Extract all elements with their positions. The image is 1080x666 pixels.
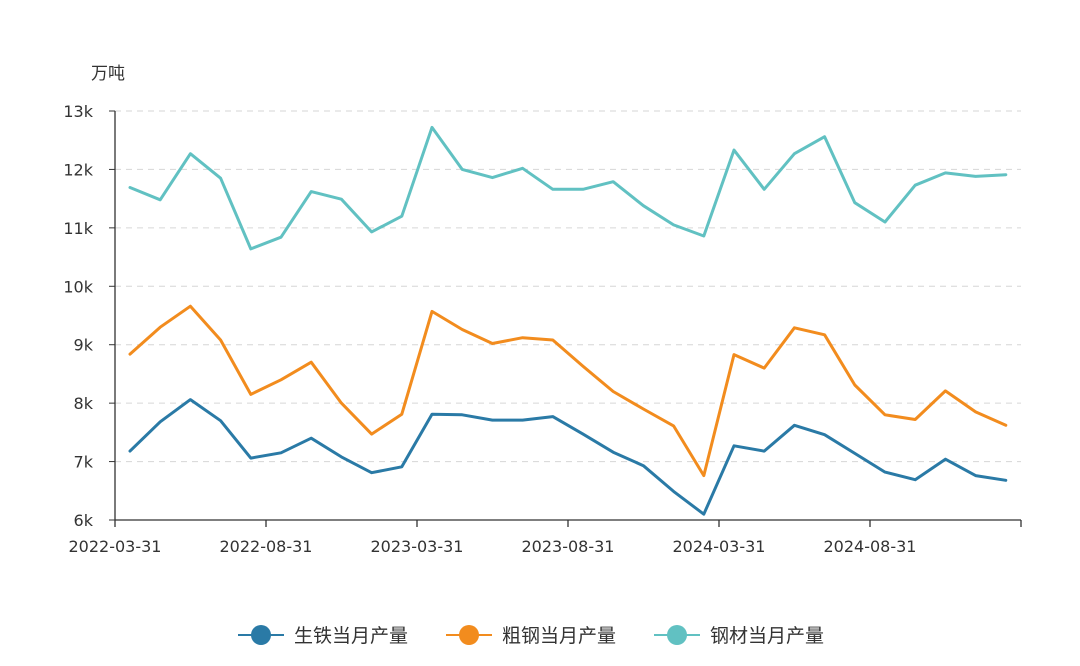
series-group (128, 125, 1008, 516)
legend-label: 粗钢当月产量 (502, 625, 616, 647)
x-tick-label: 2022-08-31 (220, 537, 313, 556)
x-tick-label: 2023-03-31 (371, 537, 464, 556)
legend-marker-icon (667, 625, 687, 645)
y-tick-label: 6k (74, 511, 94, 530)
y-axis-ticks: 6k 7k 8k 9k 10k 11k 12k 13k (63, 102, 115, 530)
x-axis-ticks: 2022-03-31 2022-08-31 2023-03-31 2023-08-31… (69, 520, 917, 556)
series-line-0 (128, 398, 1008, 516)
series-line-2 (128, 125, 1008, 251)
y-tick-label: 9k (74, 336, 94, 355)
legend-marker-icon (251, 625, 271, 645)
legend-item-1[interactable]: 粗钢当月产量 (446, 625, 616, 647)
legend-item-0[interactable]: 生铁当月产量 (238, 625, 408, 647)
y-tick-label: 7k (74, 453, 94, 472)
y-tick-label: 13k (63, 102, 93, 121)
grid-lines (115, 110, 1021, 463)
x-tick-label: 2024-08-31 (824, 537, 917, 556)
x-tick-label: 2024-03-31 (673, 537, 766, 556)
legend-item-2[interactable]: 钢材当月产量 (654, 625, 824, 647)
y-tick-label: 11k (63, 219, 93, 238)
series-line-1 (128, 304, 1008, 478)
x-tick-label: 2023-08-31 (522, 537, 615, 556)
y-tick-label: 8k (74, 394, 94, 413)
y-unit-label: 万吨 (91, 64, 125, 84)
x-tick-label: 2022-03-31 (69, 537, 162, 556)
axes (114, 111, 1022, 527)
legend-label: 钢材当月产量 (710, 625, 824, 647)
y-tick-label: 12k (63, 160, 93, 179)
y-tick-label: 10k (63, 277, 93, 296)
legend-label: 生铁当月产量 (294, 625, 408, 647)
legend[interactable]: 生铁当月产量 粗钢当月产量 钢材当月产量 (238, 625, 824, 647)
legend-marker-icon (459, 625, 479, 645)
